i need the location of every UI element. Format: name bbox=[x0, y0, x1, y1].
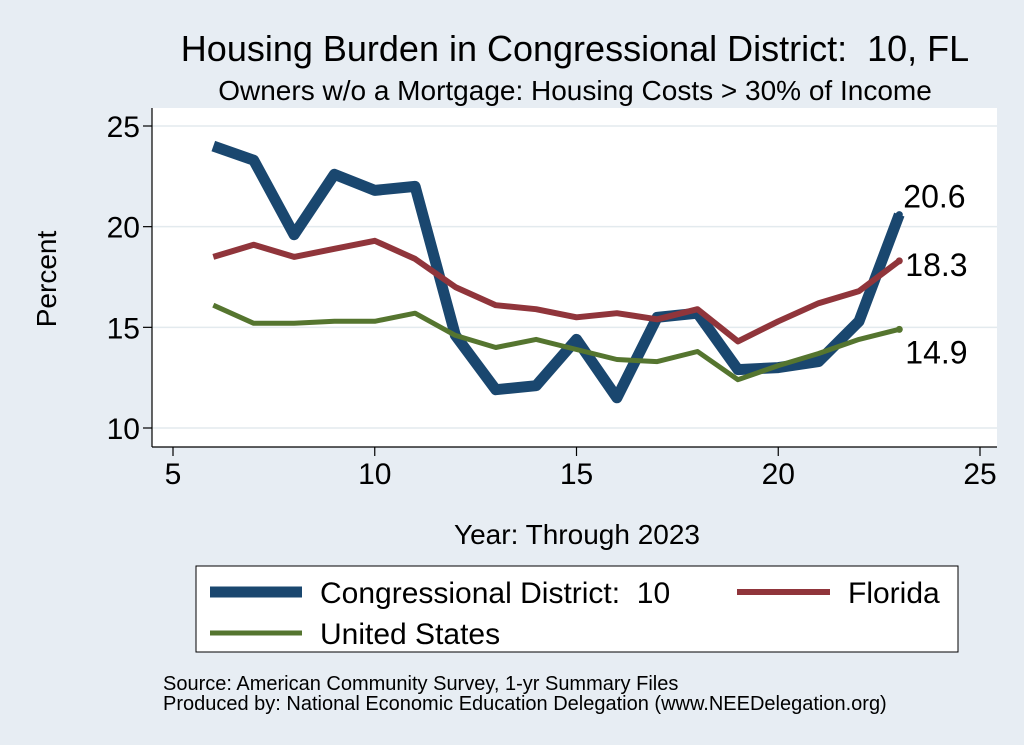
florida-end-label: 18.3 bbox=[905, 247, 967, 283]
legend-label: United States bbox=[320, 618, 500, 651]
florida-series-line bbox=[212, 237, 902, 345]
legend-item-florida: Florida bbox=[737, 577, 940, 610]
united-states-series-line bbox=[212, 302, 900, 383]
chart-title: Housing Burden in Congressional District… bbox=[181, 28, 969, 69]
legend: Congressional District: 10 Florida Unite… bbox=[195, 565, 959, 653]
legend-label: Congressional District: 10 bbox=[320, 577, 670, 610]
united-states-end-marker bbox=[895, 325, 903, 333]
legend-box bbox=[195, 565, 959, 653]
united-states-end-label: 14.9 bbox=[905, 334, 967, 370]
plot-region: 10 15 20 25 5 10 15 20 25 20.6 18.3 14.9 bbox=[107, 108, 997, 491]
legend-label: Florida bbox=[848, 577, 940, 610]
y-axis-title: Percent bbox=[31, 231, 62, 328]
x-tick-label: 20 bbox=[762, 458, 795, 491]
y-tick-label: 20 bbox=[107, 212, 140, 245]
x-tick-label: 5 bbox=[165, 458, 182, 491]
legend-item-united-states: United States bbox=[210, 618, 500, 651]
congressional-district-10-end-marker bbox=[895, 211, 903, 219]
plot-area bbox=[152, 108, 997, 447]
producer-note: Produced by: National Economic Education… bbox=[163, 693, 887, 715]
y-tick-label: 25 bbox=[107, 111, 140, 144]
florida-end-marker bbox=[895, 257, 903, 265]
source-note: Source: American Community Survey, 1-yr … bbox=[163, 673, 678, 695]
congressional-district-10-end-label: 20.6 bbox=[903, 179, 965, 215]
y-tick-label: 10 bbox=[107, 413, 140, 446]
series-group: 20.6 18.3 14.9 bbox=[211, 140, 968, 404]
legend-item-congressional-district-10: Congressional District: 10 bbox=[210, 577, 670, 610]
congressional-district-10-series-line bbox=[211, 140, 905, 404]
x-tick-label: 15 bbox=[560, 458, 593, 491]
axis-ticks: 10 15 20 25 5 10 15 20 25 bbox=[107, 111, 997, 491]
x-tick-label: 10 bbox=[358, 458, 391, 491]
x-axis-title: Year: Through 2023 bbox=[454, 519, 700, 550]
y-tick-label: 15 bbox=[107, 312, 140, 345]
chart-subtitle: Owners w/o a Mortgage: Housing Costs > 3… bbox=[218, 75, 932, 106]
x-tick-label: 25 bbox=[963, 458, 996, 491]
